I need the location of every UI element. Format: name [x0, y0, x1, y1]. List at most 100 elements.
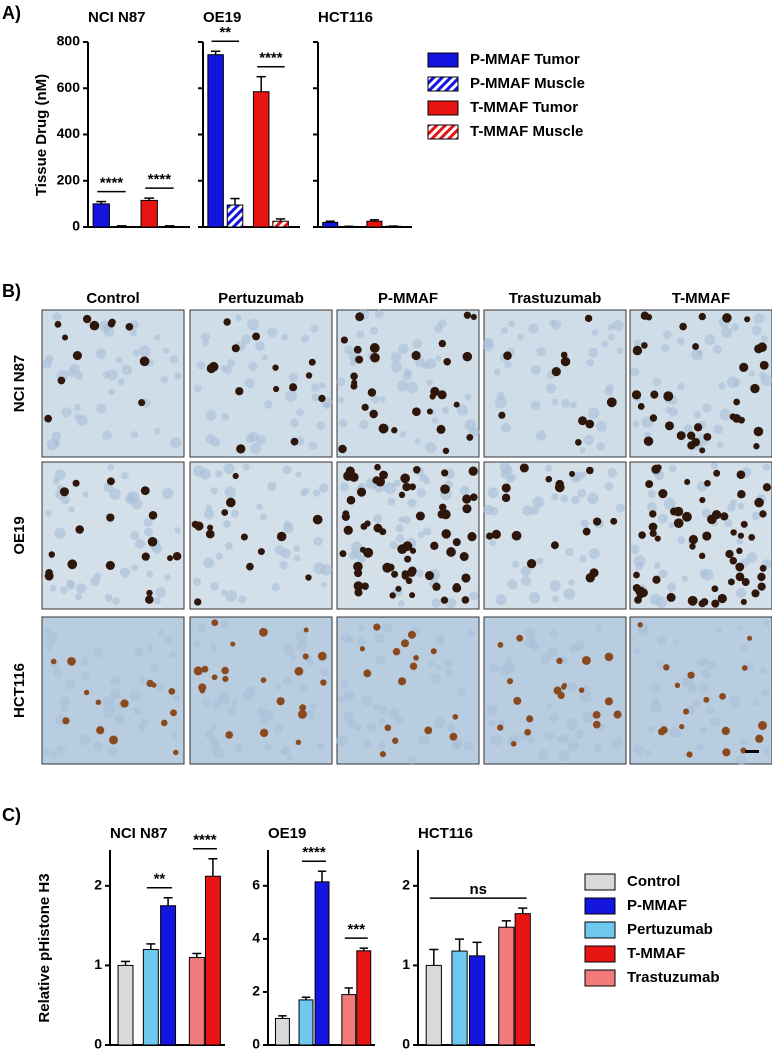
stained-nucleus: [409, 483, 416, 491]
stained-nucleus: [666, 592, 676, 602]
cell: [406, 381, 419, 394]
cell: [143, 527, 154, 537]
micrograph: [189, 616, 333, 765]
cell: [210, 487, 218, 495]
cell: [595, 420, 607, 432]
cell: [353, 723, 362, 731]
cell: [706, 705, 715, 715]
stained-nucleus: [401, 570, 409, 578]
stained-nucleus: [720, 512, 729, 521]
cell: [431, 598, 441, 608]
cell: [110, 675, 120, 686]
cell: [579, 554, 587, 563]
stained-nucleus: [355, 312, 365, 322]
stained-nucleus: [759, 510, 767, 518]
stained-nucleus: [649, 529, 657, 537]
stained-nucleus: [295, 739, 302, 745]
cell: [202, 339, 209, 347]
stained-nucleus: [486, 532, 494, 540]
cell: [416, 488, 426, 498]
cell: [155, 587, 166, 598]
stained-nucleus: [645, 480, 654, 489]
cell: [59, 696, 70, 707]
cell: [114, 715, 125, 726]
cell: [109, 488, 121, 500]
stained-nucleus: [170, 709, 177, 717]
y-axis-label: Relative pHistone H3: [36, 873, 53, 1022]
cell: [283, 677, 293, 687]
cell: [503, 466, 513, 476]
cell: [121, 364, 133, 376]
y-tick-label: 200: [57, 171, 81, 187]
stained-nucleus: [374, 463, 381, 471]
stained-nucleus: [610, 517, 618, 525]
stained-nucleus: [413, 466, 421, 474]
cell: [530, 506, 540, 515]
micrograph: [336, 308, 480, 458]
stained-nucleus: [643, 436, 654, 446]
stained-nucleus: [578, 687, 585, 693]
stained-nucleus: [257, 548, 265, 556]
stained-nucleus: [351, 379, 358, 386]
stained-nucleus: [686, 751, 693, 758]
cell: [132, 349, 140, 357]
stained-nucleus: [395, 585, 402, 592]
stained-nucleus: [109, 735, 119, 745]
stained-nucleus: [140, 486, 150, 496]
stained-nucleus: [545, 475, 553, 483]
stained-nucleus: [561, 684, 567, 690]
cell: [456, 404, 469, 416]
cell: [319, 483, 329, 493]
cell: [713, 424, 724, 435]
cell: [174, 527, 181, 534]
cell: [341, 633, 352, 644]
cell: [200, 332, 210, 342]
cell: [210, 437, 221, 447]
cell: [215, 470, 223, 478]
cell: [663, 497, 676, 510]
stained-nucleus: [650, 390, 659, 399]
cell: [264, 400, 273, 409]
y-tick-label: 400: [57, 125, 81, 141]
cell: [536, 346, 547, 357]
bar: [356, 950, 372, 1046]
column-label: Control: [86, 290, 139, 307]
cell: [52, 477, 60, 485]
stained-nucleus: [741, 578, 750, 587]
stained-nucleus: [452, 714, 459, 720]
cell: [61, 407, 72, 418]
cell: [374, 309, 384, 319]
stained-nucleus: [386, 563, 395, 572]
cell: [158, 629, 166, 637]
cell: [566, 682, 578, 693]
stained-nucleus: [356, 487, 367, 497]
stained-nucleus: [729, 413, 737, 421]
stained-nucleus: [67, 656, 76, 666]
stained-nucleus: [211, 674, 218, 681]
cell: [145, 644, 154, 653]
cell: [344, 690, 355, 701]
cell: [90, 576, 100, 586]
cell: [425, 358, 437, 369]
cell: [117, 378, 125, 386]
stained-nucleus: [44, 414, 53, 423]
cell: [716, 441, 724, 448]
stained-nucleus: [294, 666, 304, 676]
cell: [501, 326, 509, 334]
stained-nucleus: [369, 343, 380, 353]
cell: [414, 437, 421, 445]
cell: [713, 345, 722, 354]
stained-nucleus: [426, 408, 433, 415]
bar: [314, 881, 330, 1046]
stained-nucleus: [744, 316, 751, 323]
cell: [285, 389, 297, 402]
cell: [102, 696, 115, 709]
cell: [549, 629, 558, 638]
stained-nucleus: [361, 403, 369, 411]
cell: [61, 704, 69, 712]
cell: [93, 741, 104, 752]
cell: [645, 749, 652, 756]
stained-nucleus: [221, 509, 229, 516]
cell: [201, 698, 211, 708]
